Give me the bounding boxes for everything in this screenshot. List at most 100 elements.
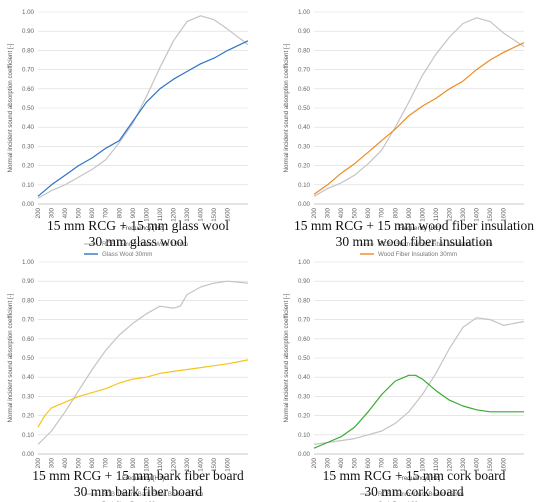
x-tick-label: 1600 [501, 457, 508, 471]
y-tick-label: 0.70 [22, 317, 35, 324]
series-line-1 [313, 317, 525, 445]
x-tick-label: 1600 [225, 457, 232, 471]
x-tick-label: 1100 [157, 207, 164, 221]
y-tick-label: 0.90 [22, 278, 35, 285]
y-tick-label: 0.20 [22, 163, 35, 170]
y-tick-label: 0.60 [22, 336, 35, 343]
y-tick-label: 0.80 [298, 47, 311, 54]
x-tick-label: 1000 [419, 457, 426, 471]
caption-line-2: 30 mm cork board [364, 484, 464, 499]
x-tick-label: 300 [325, 457, 332, 468]
x-axis-label: Frequency [Hz] [122, 475, 164, 482]
legend-entry: Glass Wool 30mm [102, 251, 152, 258]
x-tick-label: 1500 [211, 207, 218, 221]
legend-entry: RCB 15mm+Bark Fiber Board 15mm [102, 491, 203, 498]
x-tick-label: 1300 [184, 457, 191, 471]
x-tick-label: 700 [379, 457, 386, 468]
y-tick-label: 0.20 [298, 413, 311, 420]
y-axis-label: Normal incident sound absorption coeffic… [283, 43, 290, 172]
x-tick-label: 1300 [460, 457, 467, 471]
chart-panel-1: 0.00 0.10 0.20 0.30 0.40 0.50 0.60 0.70 0.80 0.90… [7, 9, 249, 258]
x-tick-label: 800 [116, 207, 123, 218]
x-tick-label: 600 [365, 457, 372, 468]
chart-panel-2: 0.00 0.10 0.20 0.30 0.40 0.50 0.60 0.70 0.80 0.90… [283, 9, 534, 258]
caption-line-1: 15 mm RCG + 15 mm wood fiber insulation [294, 218, 534, 233]
x-tick-label: 200 [35, 457, 42, 468]
y-tick-label: 0.30 [298, 393, 311, 400]
y-tick-label: 0.80 [22, 297, 35, 304]
caption-line-2: 30 mm glass wool [89, 234, 188, 249]
y-tick-label: 0.10 [22, 432, 35, 439]
y-tick-label: 0.50 [298, 355, 311, 362]
series-line-2 [313, 42, 525, 195]
y-tick-label: 0.10 [298, 432, 311, 439]
y-axis-label: Normal incident sound absorption coeffic… [283, 293, 290, 422]
y-tick-label: 0.60 [298, 336, 311, 343]
x-tick-label: 400 [338, 207, 345, 218]
x-tick-label: 800 [116, 457, 123, 468]
x-tick-label: 1400 [198, 207, 205, 221]
x-tick-label: 400 [62, 207, 69, 218]
y-tick-label: 0.30 [22, 393, 35, 400]
x-tick-label: 700 [379, 207, 386, 218]
y-tick-label: 1.00 [22, 259, 35, 266]
chart-panel-3: 0.00 0.10 0.20 0.30 0.40 0.50 0.60 0.70 0.80 0.90… [7, 259, 249, 502]
x-tick-label: 1200 [446, 457, 453, 471]
series-line-2 [37, 40, 249, 197]
x-tick-label: 600 [365, 207, 372, 218]
x-tick-label: 800 [392, 457, 399, 468]
x-tick-label: 1400 [198, 457, 205, 471]
y-tick-label: 0.60 [298, 86, 311, 93]
y-tick-label: 1.00 [298, 9, 311, 16]
y-tick-label: 0.00 [298, 201, 311, 208]
caption-line-1: 15 mm RCG + 15 mm cork board [323, 468, 506, 483]
x-tick-label: 700 [103, 457, 110, 468]
y-tick-label: 0.10 [22, 182, 35, 189]
x-tick-label: 1000 [143, 207, 150, 221]
x-tick-label: 300 [325, 207, 332, 218]
x-tick-label: 1400 [474, 457, 481, 471]
x-tick-label: 1300 [184, 207, 191, 221]
x-tick-label: 500 [352, 457, 359, 468]
x-tick-label: 400 [62, 457, 69, 468]
x-tick-label: 200 [35, 207, 42, 218]
y-tick-label: 0.10 [298, 182, 311, 189]
x-tick-label: 1100 [157, 457, 164, 471]
x-tick-label: 1400 [474, 207, 481, 221]
y-tick-label: 0.90 [298, 28, 311, 35]
x-axis-label: Frequency [Hz] [122, 225, 164, 232]
series-line-1 [37, 15, 249, 199]
x-tick-label: 1100 [433, 457, 440, 471]
y-tick-label: 0.30 [22, 143, 35, 150]
x-tick-label: 700 [103, 207, 110, 218]
y-tick-label: 0.00 [22, 451, 35, 458]
x-tick-label: 1200 [170, 207, 177, 221]
y-tick-label: 0.80 [298, 297, 311, 304]
x-tick-label: 300 [49, 457, 56, 468]
y-tick-label: 0.50 [22, 105, 35, 112]
legend-entry: RCB 15mm+Cork Board 15mm [378, 491, 464, 498]
x-tick-label: 200 [311, 207, 318, 218]
x-tick-label: 600 [89, 457, 96, 468]
series-line-1 [37, 280, 249, 445]
x-tick-label: 600 [89, 207, 96, 218]
x-tick-label: 500 [76, 457, 83, 468]
x-axis-label: Frequency [Hz] [398, 225, 440, 232]
legend-entry: RCB 15mm+Wood Fiber Insulation 15mm [378, 241, 493, 248]
series-line-2 [313, 374, 524, 449]
series-line-2 [37, 359, 249, 428]
y-tick-label: 0.30 [298, 143, 311, 150]
x-tick-label: 900 [406, 207, 413, 218]
y-axis-label: Normal incident sound absorption coeffic… [7, 43, 14, 172]
caption-line-2: 30 mm bark fiber board [74, 484, 202, 499]
x-tick-label: 500 [352, 207, 359, 218]
y-tick-label: 0.40 [298, 374, 311, 381]
y-tick-label: 1.00 [298, 259, 311, 266]
y-tick-label: 0.40 [298, 124, 311, 131]
y-tick-label: 0.50 [298, 105, 311, 112]
y-tick-label: 0.90 [298, 278, 311, 285]
x-tick-label: 200 [311, 457, 318, 468]
y-tick-label: 0.00 [22, 201, 35, 208]
x-tick-label: 1100 [433, 207, 440, 221]
